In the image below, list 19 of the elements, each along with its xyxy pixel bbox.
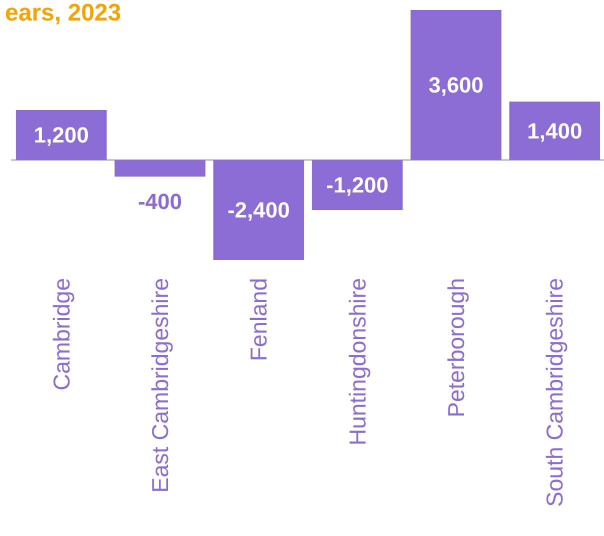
data-label: -1,200 <box>326 172 389 198</box>
bar <box>213 160 304 260</box>
x-tick-label: South Cambridgeshire <box>542 278 568 507</box>
bar <box>410 10 502 160</box>
data-label: -400 <box>138 189 182 214</box>
data-label: -2,400 <box>227 198 290 222</box>
data-label: 3,600 <box>428 72 484 98</box>
chart-title: ears, 2023 <box>5 0 122 26</box>
x-tick-label: Peterborough <box>443 278 469 418</box>
bar <box>16 110 107 160</box>
data-label: 1,400 <box>527 118 582 144</box>
bar <box>114 160 206 177</box>
bar <box>509 102 600 160</box>
bar <box>312 160 403 210</box>
x-tick-label: Cambridge <box>48 278 74 390</box>
x-tick-label: Huntingdonshire <box>344 278 370 446</box>
x-tick-label: East Cambridgeshire <box>147 278 173 493</box>
data-label: 1,200 <box>34 122 89 148</box>
x-tick-label: Fenland <box>246 278 272 362</box>
